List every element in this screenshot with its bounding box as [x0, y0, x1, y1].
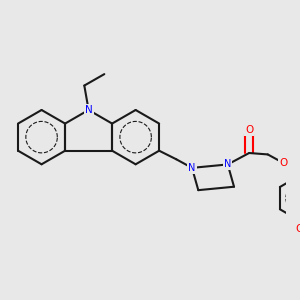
Text: N: N	[224, 159, 231, 170]
Text: N: N	[188, 163, 196, 173]
Text: N: N	[85, 105, 92, 115]
Text: O: O	[245, 125, 253, 135]
Text: O: O	[279, 158, 288, 168]
Text: O: O	[295, 224, 300, 234]
